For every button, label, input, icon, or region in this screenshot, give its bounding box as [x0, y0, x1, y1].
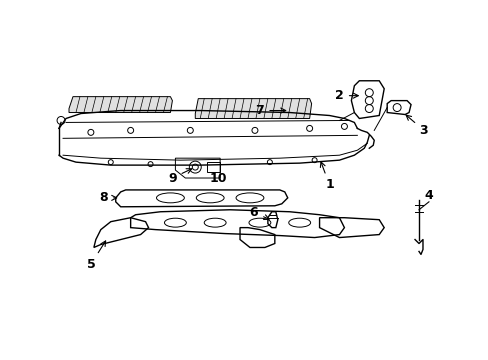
- Text: 10: 10: [209, 171, 226, 185]
- Text: 6: 6: [249, 206, 268, 220]
- Text: 8: 8: [99, 192, 117, 204]
- Text: 9: 9: [168, 169, 191, 185]
- Text: 3: 3: [406, 115, 427, 137]
- Polygon shape: [195, 99, 311, 118]
- Text: 5: 5: [86, 241, 105, 271]
- Text: 7: 7: [255, 104, 285, 117]
- Text: 1: 1: [320, 162, 333, 192]
- Polygon shape: [69, 96, 172, 113]
- Text: 2: 2: [334, 89, 358, 102]
- Text: 4: 4: [424, 189, 432, 202]
